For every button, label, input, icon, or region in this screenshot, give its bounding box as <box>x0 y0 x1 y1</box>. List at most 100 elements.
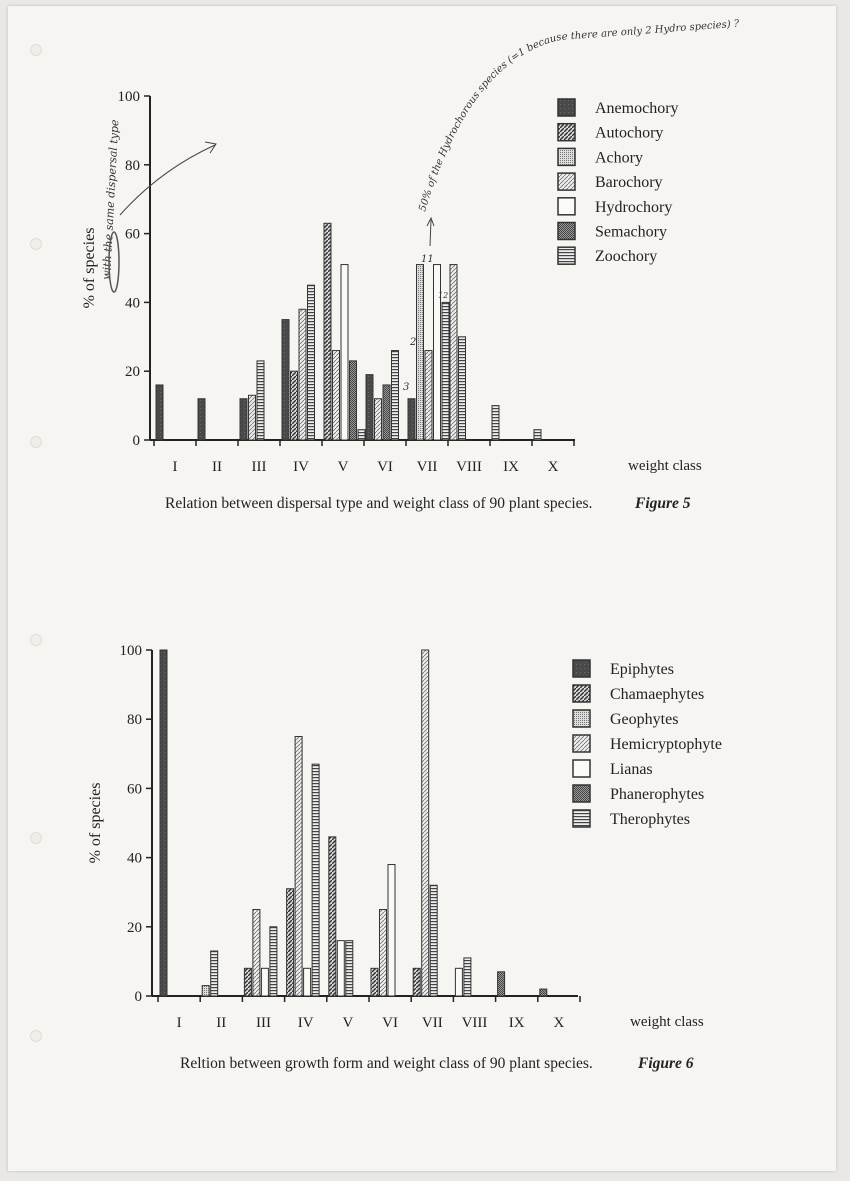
bar-lianas-III <box>260 967 269 997</box>
bar-lianas-IV <box>303 967 312 997</box>
bar-therophytes-II <box>210 950 219 997</box>
bar-zoochory-VII <box>441 301 450 441</box>
handwritten-note-2: 2 <box>409 337 416 348</box>
y-tick-label: 20 <box>125 364 140 380</box>
x-tick-label: III <box>256 1015 271 1031</box>
handwritten-note-11: 11 <box>421 254 434 265</box>
bar-therophytes-IV <box>311 763 320 997</box>
x-tick-label: X <box>548 459 559 475</box>
punch-hole <box>30 832 42 844</box>
legend-swatch-chamaephytes <box>572 684 591 703</box>
x-tick-label: VIII <box>456 459 482 475</box>
bar-therophytes-VII <box>429 884 438 997</box>
bar-barochory-IV <box>298 308 307 441</box>
legend-swatch-hemicryptophyte <box>572 734 591 753</box>
x-tick-label: IV <box>293 459 309 475</box>
bar-lianas-VIII <box>454 967 463 997</box>
handwritten-note-hydrochory: 50% of the Hydrochorous species (=1 beca… <box>417 19 740 213</box>
legend-swatch-achory <box>557 147 576 167</box>
bar-zoochory-X <box>533 429 542 441</box>
bar-barochory-III <box>248 394 256 441</box>
x-tick-label: IX <box>503 459 519 475</box>
bar-therophytes-V <box>345 940 354 997</box>
x-tick-label: III <box>252 459 267 475</box>
bar-hemicryptophyte-IV <box>294 736 303 997</box>
bar-anemochory-IV <box>281 319 290 441</box>
legend-label-chamaephytes: Chamaephytes <box>610 686 704 703</box>
legend-swatch-zoochory <box>557 246 576 265</box>
y-tick-label: 60 <box>125 227 140 243</box>
x-tick-label: V <box>342 1015 353 1031</box>
bar-zoochory-VIII <box>458 336 466 441</box>
legend-swatch-semachory <box>557 221 576 241</box>
figure-label: Figure 5 <box>634 495 691 512</box>
x-tick-label: IV <box>298 1015 314 1031</box>
y-tick-label: 80 <box>127 712 142 728</box>
y-tick-label: 0 <box>133 433 141 449</box>
bar-autochory-IV <box>290 370 298 441</box>
bar-geophytes-II <box>201 985 210 997</box>
punch-hole <box>30 238 42 250</box>
bar-phanerophytes-IX <box>497 971 506 997</box>
x-tick-label: II <box>212 459 222 475</box>
legend-swatch-lianas <box>572 759 591 778</box>
legend-label-autochory: Autochory <box>595 125 663 142</box>
x-tick-label: VI <box>377 459 393 475</box>
legend-label-hemicryptophyte: Hemicryptophyte <box>610 736 722 753</box>
x-tick-label: VI <box>382 1015 398 1031</box>
bar-zoochory-V <box>357 429 366 441</box>
legend-swatch-epiphytes <box>572 659 591 678</box>
legend-label-hydrochory: Hydrochory <box>595 199 672 216</box>
punch-hole <box>30 436 42 448</box>
legend-label-anemochory: Anemochory <box>595 100 679 117</box>
bar-chamaephytes-V <box>328 836 337 997</box>
legend-label-lianas: Lianas <box>610 761 653 778</box>
bar-anemochory-VI <box>365 374 374 441</box>
bar-chamaephytes-VII <box>412 967 421 997</box>
legend-label-therophytes: Therophytes <box>610 811 690 828</box>
bar-phanerophytes-X <box>539 988 548 997</box>
bar-lianas-V <box>336 940 345 997</box>
legend-swatch-hydrochory <box>557 197 576 216</box>
y-tick-label: 20 <box>127 920 142 936</box>
bar-anemochory-II <box>197 398 206 441</box>
bar-barochory-VII <box>424 350 433 441</box>
legend-swatch-therophytes <box>572 809 591 828</box>
bar-zoochory-IX <box>491 405 500 441</box>
bar-therophytes-VIII <box>463 957 472 997</box>
bar-chamaephytes-VI <box>370 967 379 997</box>
legend-swatch-phanerophytes <box>572 784 591 803</box>
bar-barochory-V <box>332 350 340 441</box>
legend-label-epiphytes: Epiphytes <box>610 661 674 678</box>
y-tick-label: 80 <box>125 158 140 174</box>
y-tick-label: 100 <box>120 643 143 659</box>
bar-chamaephytes-IV <box>286 888 295 997</box>
bar-semachory-VI <box>382 384 391 441</box>
x-tick-label: VII <box>417 459 438 475</box>
figure-caption: Relation between dispersal type and weig… <box>165 495 592 512</box>
x-tick-label: I <box>177 1015 182 1031</box>
bar-barochory-VIII <box>449 264 458 441</box>
bar-hydrochory-VII <box>433 264 441 441</box>
x-axis-label: weight class <box>628 458 702 474</box>
bar-zoochory-VI <box>391 350 399 441</box>
x-axis-label: weight class <box>630 1014 704 1030</box>
handwritten-note-3: 3 <box>403 382 409 393</box>
bar-semachory-V <box>349 360 357 441</box>
bar-anemochory-I <box>155 384 164 441</box>
legend-label-zoochory: Zoochory <box>595 248 657 265</box>
y-axis-label: % of species <box>87 783 104 864</box>
x-tick-label: VII <box>422 1015 443 1031</box>
y-tick-label: 60 <box>127 781 142 797</box>
x-tick-label: VIII <box>462 1015 488 1031</box>
bar-lianas-VI <box>387 864 396 997</box>
bar-anemochory-III <box>239 398 248 441</box>
handwritten-arrow <box>119 141 217 216</box>
punch-hole <box>30 634 42 646</box>
bar-hemicryptophyte-III <box>252 909 261 997</box>
punch-hole <box>30 1030 42 1042</box>
legend-label-phanerophytes: Phanerophytes <box>610 786 704 803</box>
legend-swatch-autochory <box>557 122 576 142</box>
bar-zoochory-III <box>256 360 265 441</box>
x-tick-label: IX <box>509 1015 525 1031</box>
